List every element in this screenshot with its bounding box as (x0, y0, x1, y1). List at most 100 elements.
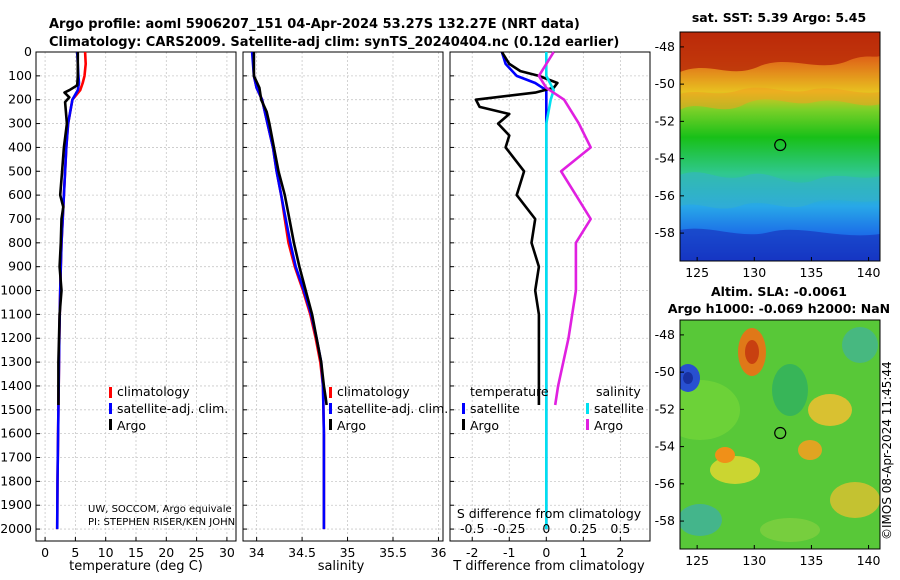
y-tick-label: 1900 (0, 497, 32, 512)
x-tick-label: 36 (431, 545, 447, 560)
y-tick-label: 1800 (0, 473, 32, 488)
map-y-tick-label: -58 (655, 513, 675, 528)
x-tick-label: 10 (98, 545, 114, 560)
legend-title-salinity: salinity (596, 384, 641, 399)
map-x-tick-label: 130 (742, 265, 766, 280)
x-tick-label: 34 (249, 545, 265, 560)
legend-label-s-argo: Argo (594, 418, 623, 433)
difference-legend: temperature salinity satellite Argo sate… (462, 384, 644, 433)
x-tick-label: -2 (466, 545, 478, 560)
legend-label-climatology: climatology (117, 384, 190, 399)
map-y-tick-label: -56 (655, 188, 675, 203)
map-y-tick-label: -54 (655, 439, 675, 454)
legend-swatch-s-satellite (586, 403, 589, 414)
s-tick-label: -0.25 (493, 521, 525, 536)
sla-low-eddy-core (683, 372, 693, 384)
x-tick-label: 20 (158, 545, 174, 560)
temperature-legend: climatology satellite-adj. clim. Argo (109, 384, 228, 433)
x-tick-label: 0 (41, 545, 49, 560)
map-y-tick-label: -54 (655, 151, 675, 166)
sla-high-eddy-core (745, 340, 759, 364)
y-tick-label: 700 (8, 211, 32, 226)
y-tick-label: 800 (8, 235, 32, 250)
s-tick-label: -0.5 (460, 521, 484, 536)
y-tick-label: 1300 (0, 354, 32, 369)
series-line-s-satellite (544, 52, 556, 530)
y-tick-label: 1700 (0, 450, 32, 465)
legend-label-argo: Argo (337, 418, 366, 433)
sst-map: sat. SST: 5.39 Argo: 5.45 125 130 135 140 -4… (655, 10, 881, 280)
s-tick-label: 0.5 (610, 521, 630, 536)
y-tick-label: 900 (8, 259, 32, 274)
y-tick-label: 600 (8, 187, 32, 202)
legend-swatch-satellite (329, 403, 332, 414)
sst-map-title: sat. SST: 5.39 Argo: 5.45 (692, 10, 866, 25)
series-line-argo (57, 52, 80, 405)
x-tick-label: 25 (189, 545, 205, 560)
sst-argo-marker (774, 138, 787, 152)
map-y-tick-label: -52 (655, 401, 675, 416)
sst-front-patch (680, 87, 880, 110)
x-tick-label: 30 (219, 545, 235, 560)
y-tick-label: 2000 (0, 521, 32, 536)
title-line-1: Argo profile: aoml 5906207_151 04-Apr-20… (49, 17, 580, 32)
y-tick-label: 1500 (0, 402, 32, 417)
legend-swatch-satellite (109, 403, 112, 414)
map-x-tick-label: 140 (857, 265, 881, 280)
sla-patch (680, 380, 740, 440)
sla-warm-patch (710, 456, 760, 484)
legend-label-s-satellite: satellite (594, 401, 644, 416)
footnote-line-2: PI: STEPHEN RISER/KEN JOHN (88, 517, 235, 528)
legend-swatch-argo (109, 419, 112, 430)
x-tick-label: 1 (579, 545, 587, 560)
map-y-tick-label: -56 (655, 476, 675, 491)
legend-swatch-s-argo (586, 419, 589, 430)
sla-warm-patch (830, 482, 880, 518)
salinity-grid (243, 51, 443, 541)
sst-field (680, 32, 880, 261)
y-tick-label: 1600 (0, 426, 32, 441)
sla-patch (760, 518, 820, 542)
map-x-tick-label: 125 (685, 265, 709, 280)
s-tick-label: 0.25 (569, 521, 597, 536)
sla-map-title-1: Altim. SLA: -0.0061 (711, 284, 847, 299)
x-tick-label: -1 (503, 545, 515, 560)
legend-label-t-satellite: satellite (470, 401, 520, 416)
y-tick-label: 1000 (0, 283, 32, 298)
map-y-tick-label: -58 (655, 225, 675, 240)
legend-swatch-climatology (329, 387, 332, 398)
x-tick-label: 35 (340, 545, 356, 560)
footnote-line-1: UW, SOCCOM, Argo equivale (88, 504, 232, 515)
x-tick-label: 15 (128, 545, 144, 560)
map-x-tick-label: 135 (799, 553, 823, 568)
map-y-tick-label: -48 (655, 327, 675, 342)
series-line-s-argo (537, 51, 593, 406)
legend-label-t-argo: Argo (470, 418, 499, 433)
sla-cool-patch (772, 364, 808, 416)
salinity-axes-box (242, 51, 444, 542)
x-tick-label: 5 (71, 545, 79, 560)
y-tick-label: 500 (8, 163, 32, 178)
sla-map-box (679, 319, 881, 550)
series-line-argo (252, 52, 328, 406)
sst-map-box (679, 31, 881, 262)
sla-map-title-2: Argo h1000: -0.069 h2000: NaN (668, 301, 890, 316)
sla-argo-marker (774, 426, 787, 440)
map-x-tick-label: 125 (685, 553, 709, 568)
sst-warm-patch (680, 32, 880, 72)
sla-cool-patch (680, 504, 722, 536)
x-tick-label: 34.5 (288, 545, 316, 560)
s-difference-ticks: -0.5 -0.25 0 0.25 0.5 (460, 521, 630, 536)
title-line-2: Climatology: CARS2009. Satellite-adj cli… (49, 35, 619, 50)
legend-label-climatology: climatology (337, 384, 410, 399)
sst-cool-patch (680, 172, 880, 209)
legend-swatch-argo (329, 419, 332, 430)
y-tick-label: 200 (8, 92, 32, 107)
map-x-tick-label: 130 (742, 553, 766, 568)
sla-warm-patch (808, 394, 852, 426)
temperature-panel: 0 5 10 15 20 25 300100200300400500600700800900… (0, 44, 237, 574)
sla-warm-patch (715, 447, 735, 463)
legend-title-temperature: temperature (470, 384, 549, 399)
map-y-tick-label: -48 (655, 39, 675, 54)
y-tick-label: 1400 (0, 378, 32, 393)
